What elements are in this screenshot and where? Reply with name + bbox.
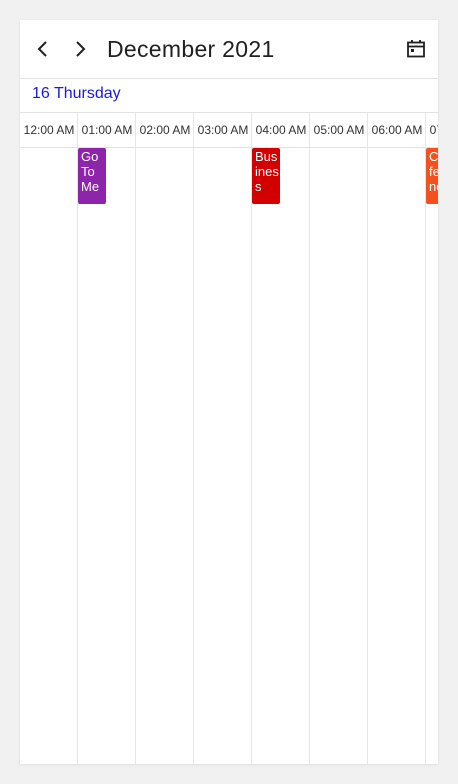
slot-divider — [251, 113, 252, 147]
slot-divider — [309, 113, 310, 147]
time-slot-label: 02:00 AM — [139, 123, 191, 137]
appointment[interactable]: Go To Me — [78, 148, 106, 204]
day-header: 16 Thursday — [20, 79, 438, 112]
slot-divider — [367, 113, 368, 147]
time-slot-label: 06:00 AM — [371, 123, 423, 137]
slot-divider — [425, 113, 426, 147]
time-slot-label: 05:00 AM — [313, 123, 365, 137]
timeline-grid[interactable]: Go To Me Business Conference — [20, 147, 438, 764]
month-title[interactable]: December 2021 — [107, 36, 275, 62]
time-slot-label: 04:00 AM — [255, 123, 307, 137]
timeline-header: 12:00 AM 01:00 AM 02:00 AM 03:00 AM 04:0… — [20, 113, 438, 147]
slot-divider — [77, 113, 78, 147]
slot-divider — [193, 113, 194, 147]
grid-line — [77, 147, 78, 764]
next-button[interactable] — [65, 34, 95, 64]
time-slot-label: 01:00 AM — [81, 123, 133, 137]
calendar-header: December 2021 — [20, 20, 438, 78]
timeline-divider — [20, 147, 438, 148]
time-slot-label: 12:00 AM — [23, 123, 75, 137]
header-divider — [20, 78, 438, 79]
chevron-left-icon — [37, 41, 47, 57]
calendar-today-icon — [407, 40, 425, 58]
chevron-right-icon — [76, 41, 86, 57]
grid-line — [425, 147, 426, 764]
previous-button[interactable] — [28, 34, 58, 64]
date-divider — [20, 112, 438, 113]
calendar-card: December 2021 16 Thursday 12:00 AM 01:00… — [20, 20, 438, 764]
grid-line — [309, 147, 310, 764]
grid-line — [135, 147, 136, 764]
appointment[interactable]: Conference — [426, 148, 438, 204]
time-slot-label: 07:00 AM — [429, 123, 438, 137]
time-slot-label: 03:00 AM — [197, 123, 249, 137]
grid-line — [251, 147, 252, 764]
appointment[interactable]: Business — [252, 148, 280, 204]
grid-line — [193, 147, 194, 764]
today-button[interactable] — [402, 35, 430, 63]
grid-line — [367, 147, 368, 764]
slot-divider — [135, 113, 136, 147]
day-label[interactable]: 16 Thursday — [32, 85, 121, 102]
